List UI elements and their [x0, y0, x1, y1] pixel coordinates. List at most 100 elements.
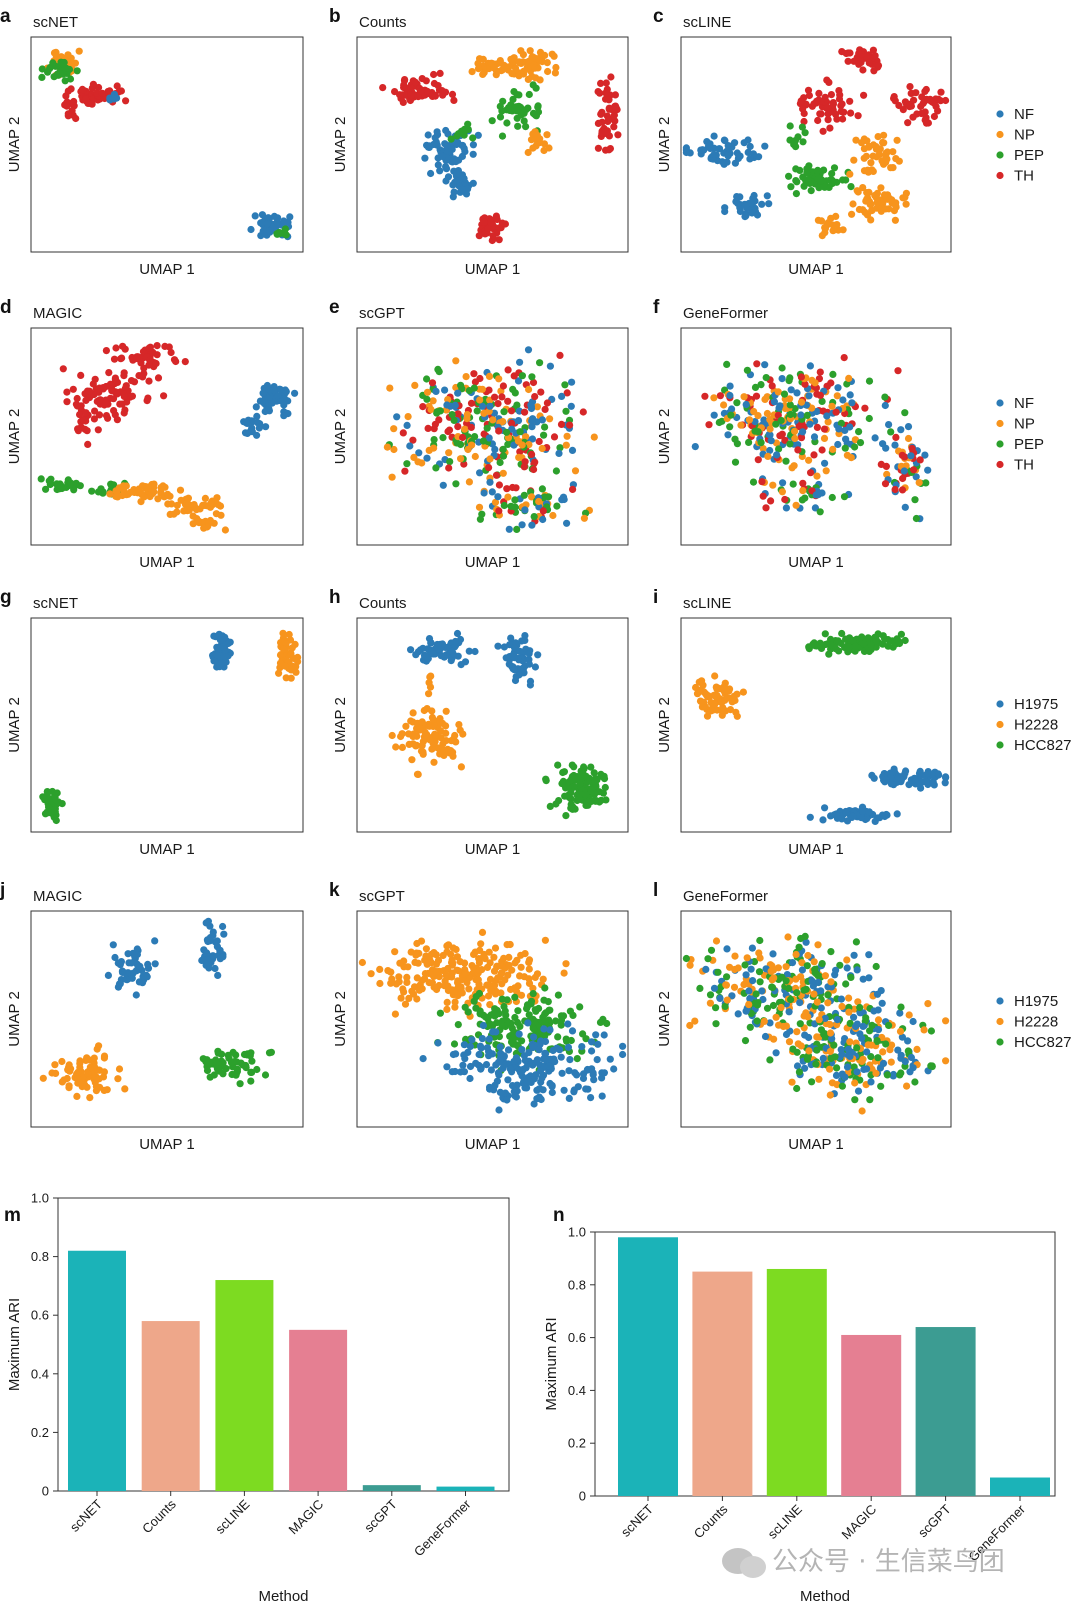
scatter-point — [113, 82, 121, 90]
y-axis-label: UMAP 2 — [6, 991, 23, 1047]
scatter-point — [821, 459, 829, 467]
scatter-point — [859, 1055, 867, 1063]
scatter-point — [490, 953, 498, 961]
scatter-point — [247, 225, 255, 234]
scatter-point — [465, 985, 473, 993]
scatter-point — [589, 788, 597, 796]
scatter-point — [495, 236, 503, 244]
scatter-point — [863, 1048, 871, 1056]
scatter-point — [266, 227, 274, 235]
scatter-point — [937, 88, 945, 96]
scatter-point — [863, 1065, 871, 1073]
scatter-point — [452, 158, 460, 166]
scatter-point — [563, 519, 571, 527]
scatter-point — [845, 994, 853, 1002]
scatter-point — [746, 155, 754, 163]
scatter-point — [541, 1032, 549, 1040]
x-axis-label: Method — [800, 1588, 850, 1604]
scatter-point — [740, 139, 748, 147]
scatter-point — [731, 952, 739, 960]
scatter-point — [861, 404, 869, 412]
scatter-point — [211, 964, 219, 973]
scatter-point — [433, 408, 441, 416]
scatter-point — [907, 1053, 916, 1062]
scatter-point — [779, 479, 787, 487]
scatter-point — [619, 1050, 627, 1059]
scatter-point — [499, 97, 507, 105]
scatter-point — [488, 488, 496, 496]
scatter-point — [263, 381, 271, 390]
scatter-point — [587, 763, 595, 771]
scatter-points — [388, 629, 610, 820]
scatter-point — [479, 1021, 487, 1030]
x-tick-label: scGPT — [915, 1501, 954, 1540]
scatter-point — [758, 200, 766, 208]
scatter-point — [536, 76, 544, 84]
x-tick-label: scLINE — [765, 1501, 805, 1541]
scatter-point — [216, 946, 224, 954]
scatter-point — [247, 1077, 255, 1085]
scatter-point — [475, 232, 483, 240]
scatter-point — [145, 377, 153, 385]
scatter-point — [486, 478, 494, 486]
scatter-point — [756, 936, 764, 945]
scatter-point — [868, 1021, 876, 1029]
scatter-point — [76, 411, 84, 419]
scatter-point — [795, 943, 803, 951]
scatter-point — [772, 420, 780, 428]
scatter-point — [824, 999, 832, 1007]
x-axis-label: UMAP 1 — [465, 554, 521, 571]
scatter-point — [885, 1021, 893, 1029]
scatter-point — [415, 449, 423, 457]
scatter-point — [799, 479, 807, 487]
scatter-point — [568, 378, 576, 386]
scatter-point — [813, 472, 821, 480]
scatter-point — [821, 804, 829, 812]
y-axis-label: UMAP 2 — [332, 117, 349, 173]
scatter-point — [122, 97, 130, 105]
scatter-point — [882, 158, 890, 166]
scatter-point — [287, 651, 295, 659]
scatter-point — [808, 1078, 816, 1086]
scatter-point — [692, 683, 700, 692]
x-tick-label: scNET — [67, 1496, 105, 1534]
legend-label: NP — [1014, 416, 1035, 433]
scatter-point — [880, 191, 889, 199]
panel-letter: j — [0, 880, 5, 901]
scatter-point — [221, 526, 229, 534]
scatter-point — [494, 642, 502, 650]
scatter-point — [525, 90, 533, 99]
scatter-point — [521, 1056, 529, 1065]
scatter-point — [222, 1065, 230, 1073]
scatter-point — [432, 960, 440, 968]
scatter-point — [859, 807, 867, 816]
scatter-point — [532, 1071, 540, 1079]
scatter-point — [454, 389, 462, 397]
scatter-points — [682, 46, 950, 240]
scatter-point — [800, 117, 808, 126]
scatter-point — [508, 1082, 517, 1090]
scatter-point — [930, 112, 939, 121]
scatter-point — [850, 1013, 858, 1021]
scatter-point — [521, 506, 529, 514]
scatter-point — [600, 1069, 609, 1077]
scatter-point — [769, 966, 778, 974]
scatter-point — [749, 977, 757, 985]
scatter-point — [552, 1017, 560, 1025]
scatter-point — [602, 79, 610, 87]
scatter-point — [743, 366, 752, 374]
scatter-point — [286, 213, 294, 221]
scatter-point — [471, 452, 479, 461]
scatter-point — [390, 445, 398, 454]
scatter-point — [904, 119, 912, 127]
scatter-point — [494, 493, 502, 501]
scatter-point — [265, 404, 273, 413]
scatter-point — [859, 1022, 867, 1030]
scatter-point — [686, 1021, 694, 1030]
scatter-point — [699, 681, 707, 689]
scatter-point — [445, 426, 454, 434]
panel-title: MAGIC — [33, 305, 82, 322]
legend-marker — [996, 171, 1004, 180]
